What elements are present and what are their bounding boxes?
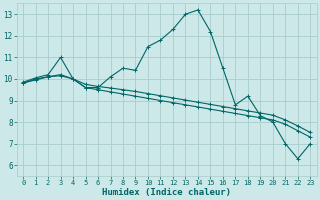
X-axis label: Humidex (Indice chaleur): Humidex (Indice chaleur) bbox=[102, 188, 231, 197]
